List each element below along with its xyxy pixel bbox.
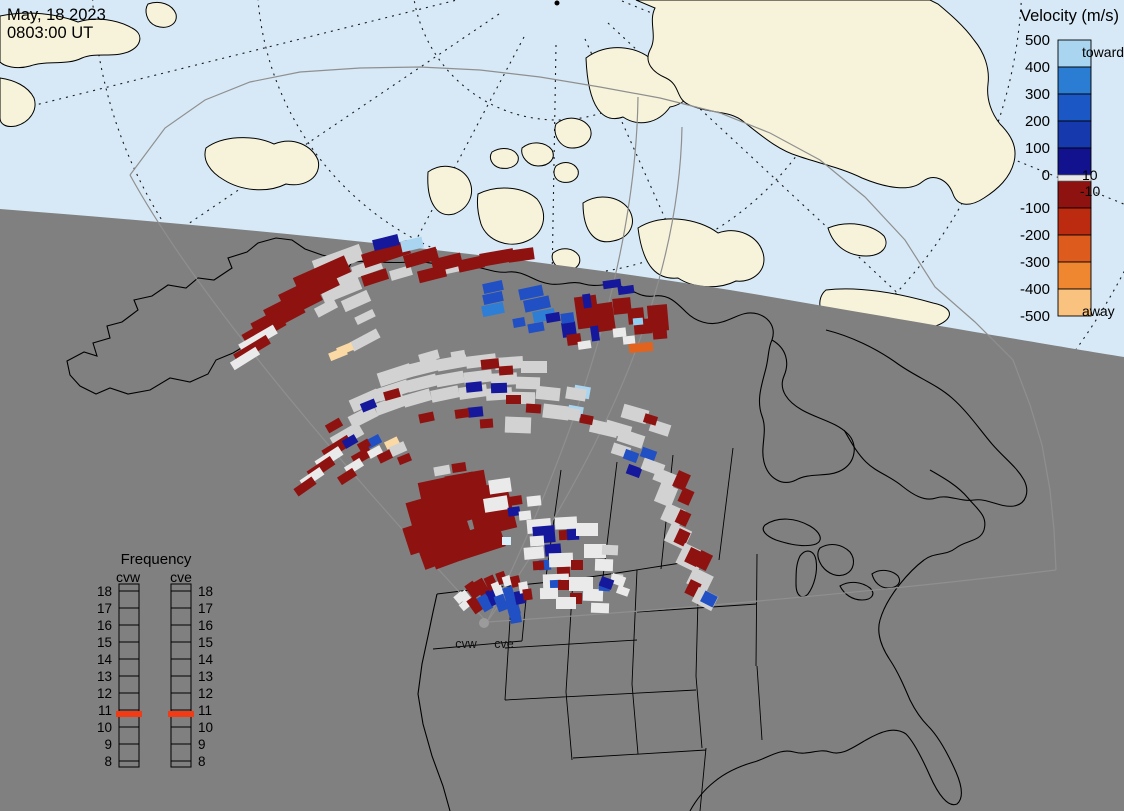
velocity-cell	[571, 560, 583, 570]
velocity-cell	[519, 510, 532, 520]
frequency-scale-label-right: 17	[198, 601, 213, 616]
lower-threshold-label: -10	[1080, 183, 1100, 199]
velocity-tick-label: 100	[1025, 140, 1050, 157]
frequency-radar-right-label: cve	[170, 569, 192, 585]
pole-marker	[555, 1, 560, 6]
velocity-colorbar-segment	[1058, 262, 1091, 289]
frequency-scale-label-left: 12	[97, 686, 112, 701]
frequency-scale-label-right: 13	[198, 669, 213, 684]
frequency-scale-label-left: 15	[97, 635, 112, 650]
velocity-cell	[516, 377, 540, 390]
velocity-cell	[591, 603, 609, 614]
velocity-cell	[560, 312, 574, 324]
velocity-cell	[506, 395, 521, 404]
frequency-scale-label-left: 14	[97, 652, 113, 667]
velocity-cell	[535, 386, 560, 401]
island-small-2	[555, 118, 591, 148]
frequency-scale-label-left: 9	[104, 737, 112, 752]
velocity-colorbar-segment	[1058, 235, 1091, 262]
velocity-cell	[602, 545, 619, 556]
velocity-cell	[526, 403, 542, 413]
radar-label-cvw: cvw	[455, 637, 478, 651]
velocity-cell	[521, 361, 547, 373]
velocity-cell	[556, 597, 576, 609]
velocity-tick-label: 500	[1025, 32, 1050, 49]
velocity-cell	[508, 495, 522, 506]
velocity-cell	[527, 495, 542, 506]
velocity-tick-label: 0	[1042, 167, 1050, 184]
velocity-tick-label: -500	[1020, 308, 1050, 325]
radar-label-cve: cve	[494, 637, 514, 651]
velocity-cell	[653, 329, 668, 339]
velocity-cell	[558, 580, 570, 590]
velocity-cell	[530, 536, 545, 547]
frequency-scale-label-left: 17	[97, 601, 112, 616]
velocity-cell	[480, 419, 494, 429]
frequency-scale-label-right: 10	[198, 720, 213, 735]
velocity-cell	[491, 383, 507, 394]
frequency-scale-label-right: 8	[198, 754, 206, 769]
velocity-colorbar-segment	[1058, 121, 1091, 148]
velocity-cell	[595, 559, 613, 572]
timestamp-time: 0803:00 UT	[7, 24, 93, 42]
upper-threshold-label: 10	[1082, 167, 1098, 183]
velocity-colorbar-segment	[1058, 94, 1091, 121]
velocity-cell	[522, 588, 532, 600]
frequency-scale-label-left: 10	[97, 720, 112, 735]
velocity-tick-label: -200	[1020, 227, 1050, 244]
frequency-legend-title: Frequency	[121, 551, 192, 568]
velocity-cell	[481, 358, 500, 370]
velocity-cell	[613, 327, 627, 337]
velocity-cell	[555, 516, 578, 529]
frequency-scale-label-left: 8	[104, 754, 112, 769]
island-small-4	[490, 149, 518, 169]
map-canvas: cvw cve May, 18 2023 0803:00 UT Velocity…	[0, 0, 1124, 811]
velocity-cell	[507, 506, 520, 517]
velocity-tick-label: -400	[1020, 281, 1050, 298]
frequency-scale-label-right: 12	[198, 686, 213, 701]
radar-site-dot	[479, 618, 489, 628]
velocity-tick-label: -300	[1020, 254, 1050, 271]
velocity-colorbar-segment	[1058, 67, 1091, 94]
frequency-scale-label-right: 14	[198, 652, 214, 667]
velocity-tick-label: 300	[1025, 86, 1050, 103]
frequency-scale-label-left: 18	[97, 584, 112, 599]
frequency-scale-label-left: 11	[98, 703, 112, 718]
frequency-scale-label-right: 9	[198, 737, 206, 752]
velocity-tick-label: 200	[1025, 113, 1050, 130]
toward-label: toward	[1082, 44, 1124, 60]
frequency-radar-left-label: cvw	[116, 569, 141, 585]
frequency-scale-label-left: 16	[97, 618, 112, 633]
frequency-marker-cvw	[116, 711, 142, 717]
velocity-cell	[533, 561, 545, 571]
frequency-marker-cve	[168, 711, 194, 717]
velocity-cell	[468, 406, 484, 418]
velocity-cell	[524, 546, 545, 560]
superdarn-velocity-map: cvw cve May, 18 2023 0803:00 UT Velocity…	[0, 0, 1124, 811]
velocity-cell	[623, 335, 636, 344]
frequency-scale-label-right: 18	[198, 584, 213, 599]
away-label: away	[1082, 303, 1115, 319]
island-banks	[428, 166, 472, 214]
velocity-legend-title: Velocity (m/s)	[1020, 7, 1119, 25]
velocity-colorbar-segment	[1058, 208, 1091, 235]
frequency-scale-label-right: 15	[198, 635, 213, 650]
velocity-cell	[549, 553, 573, 568]
velocity-cell	[502, 537, 511, 545]
velocity-tick-label: -100	[1020, 200, 1050, 217]
velocity-cell	[576, 523, 598, 536]
island-small-3	[554, 163, 578, 183]
velocity-cell	[505, 417, 532, 434]
velocity-cell	[647, 304, 669, 332]
velocity-cell	[509, 610, 522, 624]
velocity-cell	[633, 318, 644, 326]
velocity-cell	[499, 366, 514, 376]
timestamp-date: May, 18 2023	[7, 6, 106, 24]
velocity-cell	[540, 588, 558, 599]
frequency-scale-label-right: 11	[198, 703, 212, 718]
velocity-cell	[466, 381, 483, 393]
velocity-tick-label: 400	[1025, 59, 1050, 76]
frequency-scale-label-left: 13	[97, 669, 112, 684]
frequency-scale-label-right: 16	[198, 618, 213, 633]
